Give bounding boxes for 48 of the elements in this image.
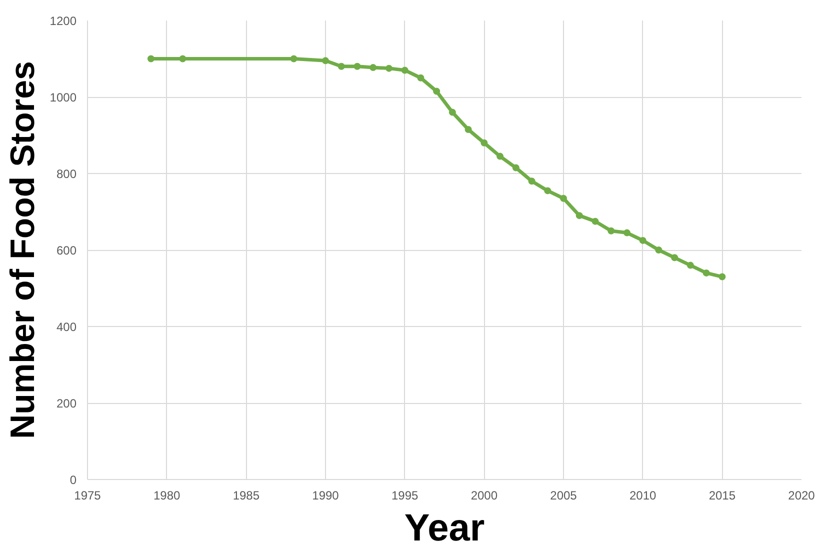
point [338,62,345,70]
point [179,55,186,62]
point [290,55,298,62]
point [417,74,424,82]
point [528,178,536,185]
point [560,194,567,202]
point [464,126,472,134]
y-tick-label: 600 [56,244,77,258]
x-tick-label: 1995 [391,488,419,502]
point [639,236,646,244]
y-tick-label: 400 [56,320,77,334]
point [702,269,710,276]
point [322,57,329,64]
y-axis-title: Number of Food Stores [4,61,42,439]
y-tick-label: 1200 [50,14,77,28]
point [354,62,361,70]
x-axis-title: Year [404,508,485,550]
x-tick-label: 2010 [629,488,657,502]
x-tick-label: 1990 [312,488,340,502]
y-tick-label: 800 [56,167,77,181]
x-tick-label: 1975 [74,488,102,502]
x-tick-label: 2015 [708,488,736,502]
point [512,164,520,172]
point [433,88,440,95]
point [448,108,456,116]
point [686,262,694,269]
point [592,218,599,225]
point [401,66,408,74]
x-tick-label: 1980 [153,488,181,502]
point [544,187,552,194]
x-tick-label: 1985 [232,488,260,502]
point [370,64,377,72]
point [496,152,504,160]
point [718,273,726,280]
point [385,64,392,72]
point [576,212,583,220]
point [608,227,615,234]
y-tick-label: 1000 [50,90,77,104]
x-tick-label: 2000 [470,488,498,502]
point [655,246,662,254]
point [623,229,630,236]
x-tick-label: 2020 [788,488,816,502]
y-tick-label: 200 [56,396,77,410]
y-tick-label: 0 [70,473,77,487]
x-tick-label: 2005 [550,488,578,502]
point [671,254,678,262]
point [147,55,154,62]
point [480,139,488,146]
